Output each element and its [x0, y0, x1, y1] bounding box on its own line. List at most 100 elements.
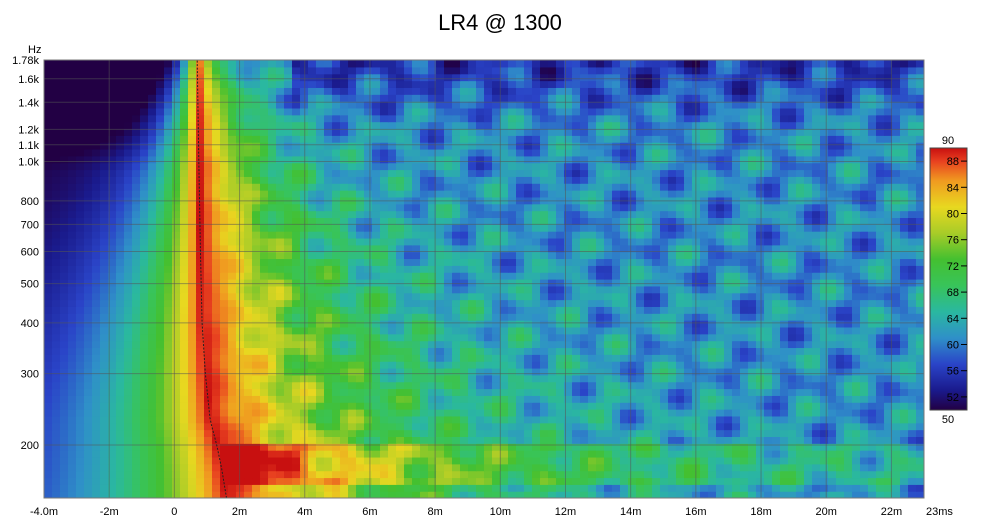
heatmap-cell — [916, 367, 924, 376]
heatmap-cell — [108, 183, 117, 191]
heatmap-cell — [780, 429, 789, 437]
heatmap-cell — [748, 388, 757, 396]
heatmap-cell — [476, 402, 485, 410]
heatmap-cell — [916, 217, 924, 225]
heatmap-cell — [180, 415, 189, 424]
heatmap-cell — [316, 210, 325, 218]
heatmap-cell — [892, 436, 901, 444]
heatmap-cell — [228, 306, 237, 314]
heatmap-cell — [204, 183, 213, 191]
heatmap-cell — [748, 422, 757, 431]
heatmap-cell — [788, 381, 797, 390]
heatmap-cell — [68, 374, 77, 383]
heatmap-cell — [684, 347, 693, 355]
heatmap-cell — [252, 354, 261, 362]
heatmap-cell — [524, 347, 533, 355]
heatmap-cell — [556, 217, 565, 225]
heatmap-cell — [644, 463, 653, 472]
heatmap-cell — [492, 361, 501, 369]
heatmap-cell — [100, 484, 109, 492]
heatmap-cell — [44, 402, 53, 410]
heatmap-cell — [172, 217, 181, 225]
heatmap-cell — [748, 237, 757, 246]
heatmap-cell — [52, 224, 61, 232]
heatmap-cell — [380, 361, 389, 369]
heatmap-cell — [340, 279, 349, 287]
heatmap-cell — [812, 477, 821, 485]
heatmap-cell — [100, 415, 109, 424]
heatmap-cell — [132, 415, 141, 424]
heatmap-cell — [140, 244, 149, 253]
heatmap-cell — [828, 367, 837, 376]
heatmap-cell — [236, 361, 245, 369]
heatmap-cell — [916, 210, 924, 218]
heatmap-cell — [492, 436, 501, 444]
heatmap-cell — [868, 347, 877, 355]
heatmap-cell — [380, 244, 389, 253]
heatmap-cell — [516, 340, 525, 349]
heatmap-cell — [156, 231, 165, 239]
heatmap-cell — [396, 491, 405, 498]
heatmap-cell — [332, 402, 341, 410]
heatmap-cell — [52, 388, 61, 396]
heatmap-cell — [572, 217, 581, 225]
heatmap-cell — [212, 484, 221, 492]
heatmap-cell — [340, 463, 349, 472]
heatmap-cell — [580, 347, 589, 355]
heatmap-cell — [92, 429, 101, 437]
heatmap-cell — [644, 491, 653, 498]
heatmap-cell — [284, 374, 293, 383]
heatmap-cell — [748, 477, 757, 485]
heatmap-cell — [148, 374, 157, 383]
heatmap-cell — [372, 313, 381, 321]
heatmap-cell — [44, 470, 53, 479]
heatmap-cell — [516, 224, 525, 232]
heatmap-cell — [196, 326, 205, 335]
heatmap-cell — [556, 415, 565, 424]
heatmap-cell — [588, 340, 597, 349]
heatmap-cell — [180, 456, 189, 465]
heatmap-cell — [556, 361, 565, 369]
heatmap-cell — [676, 409, 685, 417]
heatmap-cell — [220, 361, 229, 369]
heatmap-cell — [332, 265, 341, 273]
heatmap-cell — [548, 265, 557, 273]
heatmap-cell — [308, 244, 317, 253]
heatmap-cell — [388, 299, 397, 307]
heatmap-cell — [308, 388, 317, 396]
heatmap-cell — [116, 279, 125, 287]
heatmap-cell — [852, 190, 861, 198]
heatmap-cell — [124, 313, 133, 321]
heatmap-cell — [668, 347, 677, 355]
heatmap-cell — [796, 272, 805, 280]
heatmap-cell — [260, 190, 269, 198]
heatmap-cell — [900, 217, 909, 225]
heatmap-cell — [860, 402, 869, 410]
heatmap-cell — [660, 463, 669, 472]
heatmap-cell — [564, 409, 573, 417]
heatmap-cell — [428, 285, 437, 294]
heatmap-cell — [348, 224, 357, 232]
heatmap-cell — [356, 285, 365, 294]
heatmap-cell — [84, 258, 93, 266]
heatmap-cell — [652, 251, 661, 260]
heatmap-cell — [436, 361, 445, 369]
heatmap-cell — [348, 279, 357, 287]
heatmap-cell — [620, 477, 629, 485]
heatmap-cell — [748, 326, 757, 335]
heatmap-cell — [644, 395, 653, 403]
heatmap-cell — [500, 443, 509, 451]
heatmap-cell — [764, 491, 773, 498]
heatmap-cell — [580, 381, 589, 390]
heatmap-cell — [404, 354, 413, 362]
heatmap-cell — [276, 299, 285, 307]
heatmap-cell — [708, 367, 717, 376]
heatmap-cell — [772, 484, 781, 492]
heatmap-cell — [276, 388, 285, 396]
heatmap-cell — [516, 395, 525, 403]
heatmap-cell — [332, 388, 341, 396]
heatmap-cell — [332, 484, 341, 492]
heatmap-cell — [332, 395, 341, 403]
heatmap-cell — [660, 320, 669, 328]
heatmap-cell — [420, 203, 429, 212]
